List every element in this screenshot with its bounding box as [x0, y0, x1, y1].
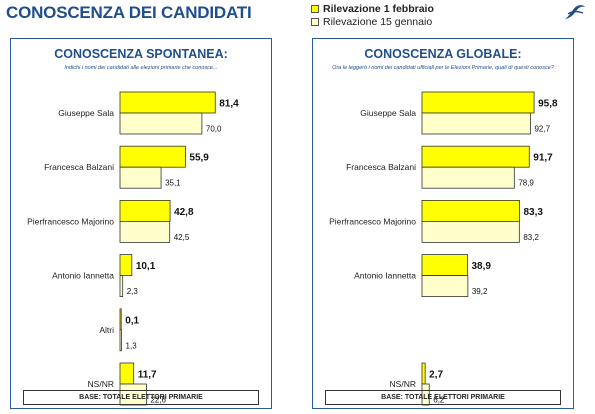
data-label: 2,3	[127, 287, 139, 296]
data-label: 6,2	[433, 396, 445, 405]
legend-label-15-gennaio: Rilevazione 15 gennaio	[323, 16, 433, 28]
bar-rilevazione-15-gennaio	[119, 220, 171, 243]
data-label: 92,7	[534, 125, 550, 134]
bar-rilevazione-1-febbraio	[421, 199, 520, 222]
category-label: Antonio Iannetta	[52, 271, 114, 281]
category-label: Francesca Balzani	[346, 162, 416, 172]
category-label: Antonio Iannetta	[354, 271, 416, 281]
bar-rilevazione-15-gennaio	[421, 112, 531, 135]
legend-swatch-15-gennaio	[311, 18, 319, 26]
data-label: 81,4	[219, 99, 239, 110]
bar-rilevazione-1-febbraio	[421, 145, 530, 168]
category-label: NS/NR	[88, 379, 114, 389]
bar-rilevazione-1-febbraio	[119, 199, 171, 222]
legend-swatch-1-febbraio	[311, 5, 319, 13]
data-label: 35,1	[165, 179, 181, 188]
chart-panel-spontanea: CONOSCENZA SPONTANEA: Indichi i nomi dei…	[10, 38, 272, 409]
category-label: Giuseppe Sala	[58, 108, 114, 118]
data-label: 83,2	[523, 233, 539, 242]
page-title: CONOSCENZA DEI CANDIDATI	[6, 3, 252, 22]
bar-rilevazione-1-febbraio	[421, 91, 535, 114]
data-label: 38,9	[472, 261, 492, 272]
bar-rilevazione-1-febbraio	[119, 145, 186, 168]
data-label: 78,9	[518, 179, 534, 188]
bar-rilevazione-15-gennaio	[119, 166, 162, 189]
bar-rilevazione-15-gennaio	[421, 166, 515, 189]
category-label: Francesca Balzani	[44, 162, 114, 172]
data-label: 91,7	[533, 153, 553, 164]
bar-rilevazione-15-gennaio	[119, 329, 122, 352]
bar-rilevazione-15-gennaio	[421, 220, 520, 243]
bar-rilevazione-1-febbraio	[119, 308, 122, 331]
category-label: Giuseppe Sala	[360, 108, 416, 118]
chart-panel-globale: CONOSCENZA GLOBALE: Ora le leggerò i nom…	[312, 38, 574, 409]
bar-rilevazione-1-febbraio	[119, 254, 133, 277]
chart-subtitle: Ora le leggerò i nomi dei candidati uffi…	[332, 65, 554, 71]
data-label: 42,5	[174, 233, 190, 242]
bar-rilevazione-15-gennaio	[421, 275, 469, 298]
data-label: 42,8	[174, 207, 194, 218]
bar-rilevazione-15-gennaio	[119, 383, 147, 406]
bar-rilevazione-15-gennaio	[421, 383, 430, 406]
legend-item-1-febbraio: Rilevazione 1 febbraio	[311, 3, 434, 15]
bar-rilevazione-1-febbraio	[421, 254, 468, 277]
chart-title: CONOSCENZA SPONTANEA:	[54, 47, 228, 61]
bar-rilevazione-1-febbraio	[119, 362, 135, 385]
data-label: 39,2	[472, 287, 488, 296]
chart-footer: BASE: TOTALE ELETTORI PRIMARIE	[325, 390, 561, 405]
category-label: Altri	[99, 325, 114, 335]
data-label: 1,3	[126, 341, 138, 350]
data-label: 0,1	[125, 315, 139, 326]
bar-chart-spontanea: Giuseppe Sala 81,4 70,0 Francesca Balzani 55…	[27, 91, 239, 406]
legend-item-15-gennaio: Rilevazione 15 gennaio	[311, 16, 432, 28]
category-label: Pierfrancesco Majorino	[27, 216, 114, 226]
swoosh-logo-icon	[565, 5, 585, 19]
bar-chart-globale: Giuseppe Sala 95,8 92,7 Francesca Balzani 91…	[329, 91, 558, 406]
data-label: 22,6	[150, 396, 166, 405]
bar-rilevazione-15-gennaio	[119, 112, 203, 135]
category-label: Pierfrancesco Majorino	[329, 216, 416, 226]
legend-label-1-febbraio: Rilevazione 1 febbraio	[323, 3, 434, 15]
data-label: 11,7	[138, 370, 157, 381]
data-label: 2,7	[429, 370, 443, 381]
data-label: 95,8	[538, 99, 558, 110]
data-label: 55,9	[189, 153, 209, 164]
category-label: NS/NR	[390, 379, 416, 389]
chart-title: CONOSCENZA GLOBALE:	[364, 47, 522, 61]
data-label: 10,1	[136, 261, 156, 272]
bar-rilevazione-1-febbraio	[421, 362, 426, 385]
chart-footer: BASE: TOTALE ELETTORI PRIMARIE	[23, 390, 259, 405]
chart-subtitle: Indichi i nomi dei candidati alle elezio…	[64, 65, 218, 71]
bar-rilevazione-15-gennaio	[119, 275, 124, 298]
bar-rilevazione-1-febbraio	[119, 91, 216, 114]
data-label: 83,3	[523, 207, 543, 218]
data-label: 70,0	[206, 125, 222, 134]
